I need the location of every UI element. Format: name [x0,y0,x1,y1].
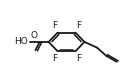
Text: F: F [76,21,81,30]
Text: O: O [31,31,38,40]
Text: F: F [52,21,57,30]
Text: HO: HO [14,37,28,46]
Text: F: F [52,54,57,63]
Text: F: F [76,54,81,63]
